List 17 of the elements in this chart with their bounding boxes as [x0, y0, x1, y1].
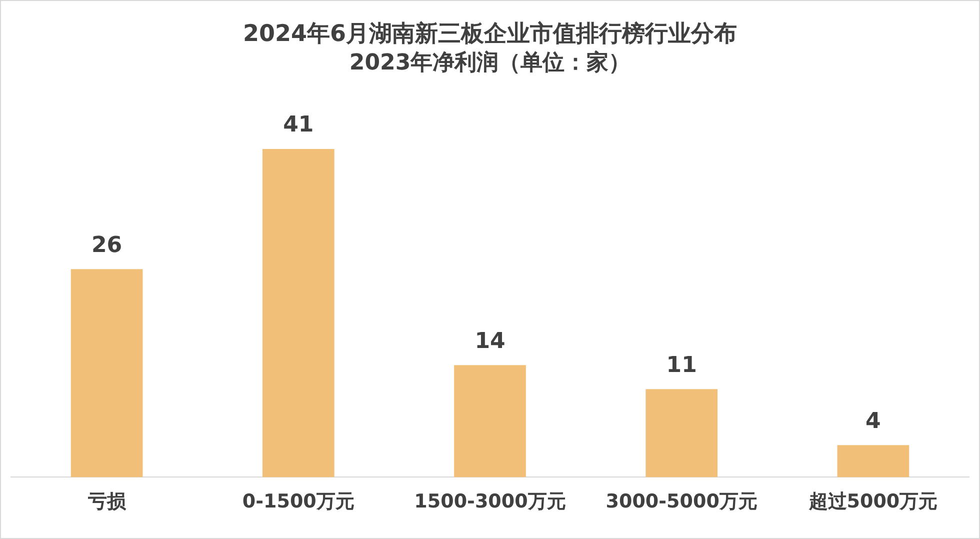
bar [454, 365, 526, 478]
bar [837, 445, 910, 478]
bar [646, 389, 718, 478]
data-label: 14 [474, 328, 506, 354]
chart-subtitle: 2023年净利润（单位：家） [349, 50, 631, 76]
x-tick-label: 超过5000万元 [808, 490, 938, 513]
chart-title: 2024年6月湖南新三板企业市值排行榜行业分布 [242, 20, 738, 47]
data-label: 26 [91, 232, 122, 258]
x-tick-label: 亏损 [86, 490, 127, 513]
bar [70, 269, 143, 478]
data-label: 11 [666, 352, 697, 378]
x-tick-label: 0-1500万元 [242, 490, 354, 513]
x-tick-label: 1500-3000万元 [414, 490, 566, 513]
data-label: 4 [866, 408, 881, 434]
data-label: 41 [283, 112, 314, 138]
x-tick-label: 3000-5000万元 [606, 490, 758, 513]
bar [262, 149, 334, 478]
